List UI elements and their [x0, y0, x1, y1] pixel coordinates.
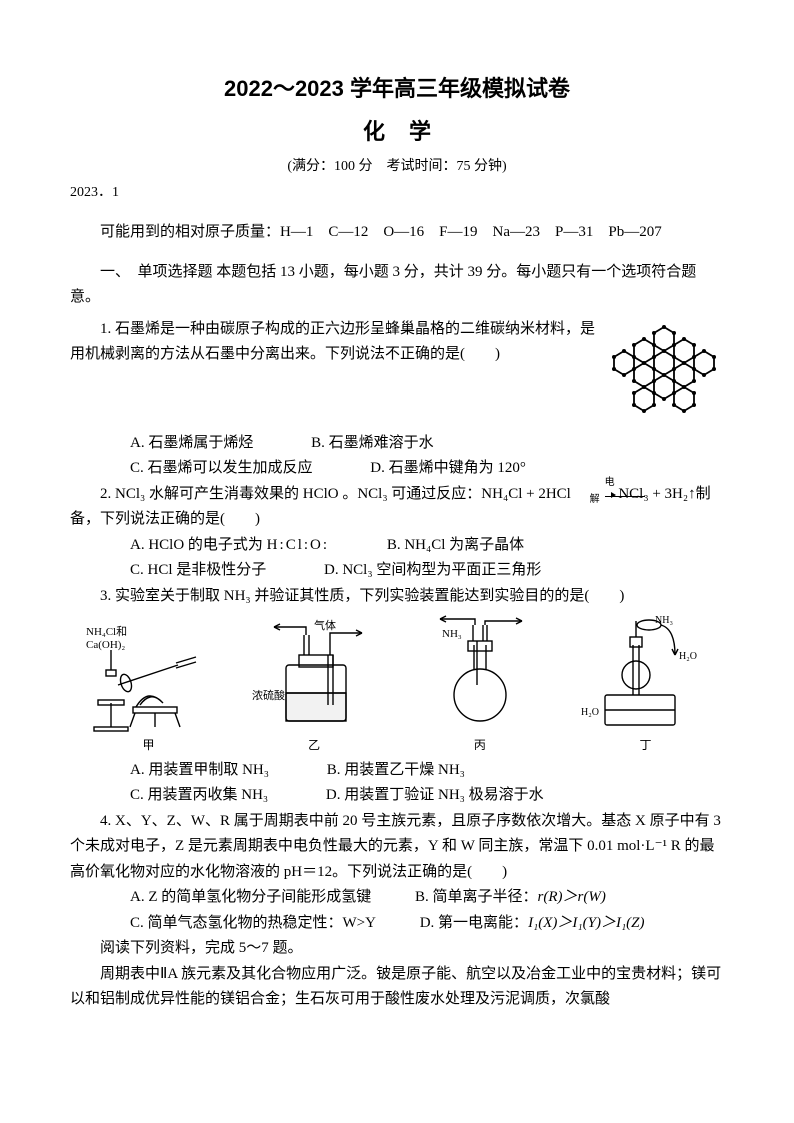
label-caoh2: Ca(OH)₂	[86, 639, 125, 651]
q1-options-row2: C. 石墨烯可以发生加成反应 D. 石墨烯中键角为 120°	[70, 456, 724, 482]
q3-stem: 3. 实验室关于制取 NH₃ 并验证其性质，下列实验装置能达到实验目的的是( )	[70, 584, 724, 610]
q4-options-row2: C. 简单气态氢化物的热稳定性：W>Y D. 第一电离能：I₁(X)＞I₁(Y)…	[70, 911, 724, 937]
label-h2o-2: H₂O	[581, 707, 599, 718]
q3-options-row1: A. 用装置甲制取 NH₃ B. 用装置乙干燥 NH₃	[70, 758, 724, 784]
apparatus-c-label: 丙	[401, 735, 558, 755]
label-nh3-c: NH₃	[442, 628, 462, 640]
q4-stem: 4. X、Y、Z、W、R 属于周期表中前 20 号主族元素，且原子序数依次增大。…	[70, 809, 724, 886]
q1-optC: C. 石墨烯可以发生加成反应	[100, 456, 313, 482]
q4-options-row1: A. Z 的简单氢化物分子间能形成氢键 B. 简单离子半径：r(R)＞r(W)	[70, 885, 724, 911]
exam-subject: 化学	[70, 113, 724, 150]
lewis-structure-icon: H:Cl:O:	[267, 537, 329, 553]
graphene-diagram	[604, 317, 724, 427]
q3-options-row2: C. 用装置丙收集 NH₃ D. 用装置丁验证 NH₃ 极易溶于水	[70, 783, 724, 809]
q1-options-row1: A. 石墨烯属于烯烃 B. 石墨烯难溶于水	[70, 431, 724, 457]
q2-options-row1: A. HClO 的电子式为 H:Cl:O: B. NH₄Cl 为离子晶体	[70, 533, 724, 559]
q1-optB: B. 石墨烯难溶于水	[281, 431, 434, 457]
exam-meta: (满分：100 分 考试时间：75 分钟)	[70, 155, 724, 179]
q4-optC: C. 简单气态氢化物的热稳定性：W>Y	[100, 911, 376, 937]
apparatus-b-label: 乙	[236, 735, 393, 755]
apparatus-d: NH₃ H₂O H₂O 丁	[567, 615, 724, 755]
label-h2so4: 浓硫酸	[252, 688, 285, 702]
q2-optD: D. NCl₃ 空间构型为平面正三角形	[294, 558, 541, 584]
q4-optA: A. Z 的简单氢化物分子间能形成氢键	[100, 885, 371, 911]
label-h2o-1: H₂O	[679, 651, 697, 662]
apparatus-a-label: 甲	[70, 735, 227, 755]
atomic-masses: 可能用到的相对原子质量：H—1 C—12 O—16 F—19 Na—23 P—3…	[70, 220, 724, 246]
exam-date: 2023．1	[70, 181, 724, 205]
q4-optD: D. 第一电离能：I₁(X)＞I₁(Y)＞I₁(Z)	[390, 911, 645, 937]
q1-optD: D. 石墨烯中键角为 120°	[340, 456, 526, 482]
label-nh3-d: NH₃	[655, 615, 673, 626]
label-nh4cl: NH₄Cl和	[86, 625, 127, 638]
exam-title: 2022～2023 学年高三年级模拟试卷	[70, 70, 724, 107]
label-gas: 气体	[314, 618, 336, 632]
q2-options-row2: C. HCl 是非极性分子 D. NCl₃ 空间构型为平面正三角形	[70, 558, 724, 584]
electrolysis-arrow-icon: 电解	[575, 486, 615, 503]
q3-optB: B. 用装置乙干燥 NH₃	[297, 758, 465, 784]
q2-optC: C. HCl 是非极性分子	[100, 558, 266, 584]
reading-text: 周期表中ⅡA 族元素及其化合物应用广泛。铍是原子能、航空以及冶金工业中的宝贵材料…	[70, 962, 724, 1013]
apparatus-c: NH₃ 丙	[401, 615, 558, 755]
apparatus-b: 气体 浓硫酸 乙	[236, 615, 393, 755]
q3-optA: A. 用装置甲制取 NH₃	[100, 758, 269, 784]
q2-optB: B. NH₄Cl 为离子晶体	[357, 533, 524, 559]
q3-optD: D. 用装置丁验证 NH₃ 极易溶于水	[296, 783, 544, 809]
q3-optC: C. 用装置丙收集 NH₃	[100, 783, 268, 809]
q2-stem-a: 2. NCl₃ 水解可产生消毒效果的 HClO 。NCl₃ 可通过反应：NH₄C…	[100, 486, 571, 502]
q2-stem: 2. NCl₃ 水解可产生消毒效果的 HClO 。NCl₃ 可通过反应：NH₄C…	[70, 482, 724, 533]
apparatus-d-label: 丁	[567, 735, 724, 755]
q4-optB: B. 简单离子半径：r(R)＞r(W)	[385, 885, 606, 911]
section-1-heading: 一、 单项选择题 本题包括 13 小题，每小题 3 分，共计 39 分。每小题只…	[70, 260, 724, 311]
q3-apparatus-row: NH₄Cl和 Ca(OH)₂ 甲 气体 浓硫酸 乙	[70, 615, 724, 755]
apparatus-a: NH₄Cl和 Ca(OH)₂ 甲	[70, 615, 227, 755]
q1-optA: A. 石墨烯属于烯烃	[100, 431, 253, 457]
reading-lead: 阅读下列资料，完成 5～7 题。	[70, 936, 724, 962]
q2-optA: A. HClO 的电子式为 H:Cl:O:	[100, 533, 329, 559]
